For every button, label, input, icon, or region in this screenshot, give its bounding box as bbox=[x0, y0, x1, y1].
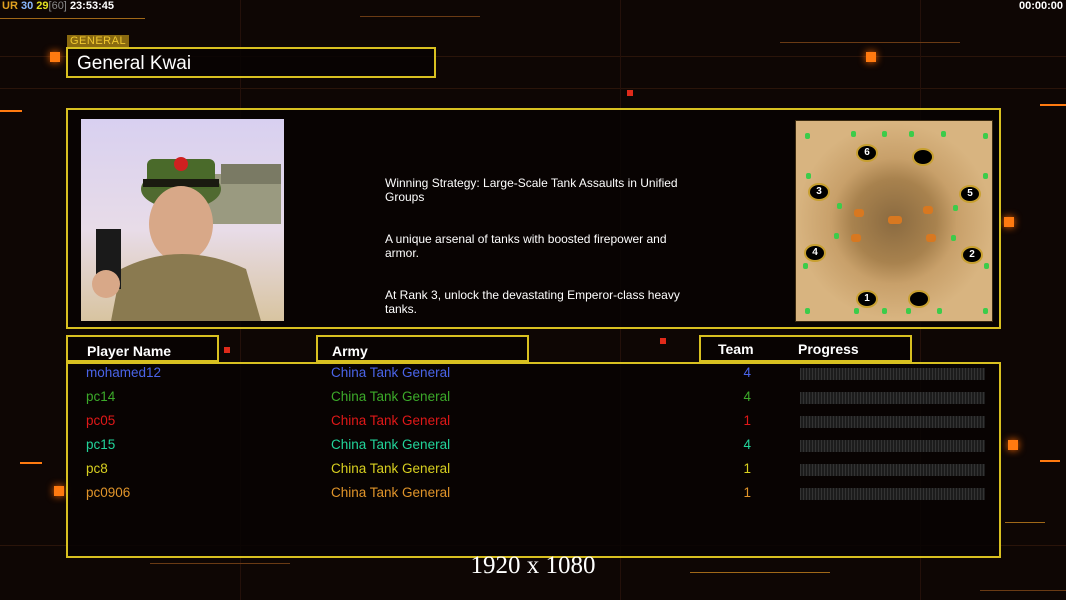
player-army: China Tank General bbox=[331, 485, 451, 500]
player-team: 1 bbox=[743, 413, 751, 428]
player-team: 1 bbox=[743, 485, 751, 500]
player-team: 4 bbox=[743, 365, 751, 380]
player-progress-bar bbox=[800, 392, 985, 404]
player-name: pc15 bbox=[86, 437, 116, 452]
oil-derrick-icon bbox=[851, 234, 861, 242]
map-spawn-empty bbox=[912, 148, 934, 166]
game-timer: 00:00:00 bbox=[1018, 0, 1063, 12]
player-team: 4 bbox=[743, 389, 751, 404]
player-army: China Tank General bbox=[331, 461, 451, 476]
hud-stats: UR 30 29[60] 23:53:45 bbox=[2, 0, 114, 12]
player-name: pc8 bbox=[86, 461, 108, 476]
player-team: 4 bbox=[743, 437, 751, 452]
player-army: China Tank General bbox=[331, 437, 451, 452]
header-army: Army bbox=[316, 335, 529, 362]
description-paragraph: At Rank 3, unlock the devastating Empero… bbox=[385, 288, 680, 316]
player-row: pc14 China Tank General 4 bbox=[0, 389, 1066, 409]
header-player-name-label: Player Name bbox=[87, 343, 172, 359]
player-row: pc8 China Tank General 1 bbox=[0, 461, 1066, 481]
general-description: Winning Strategy: Large-Scale Tank Assau… bbox=[385, 162, 715, 330]
player-army: China Tank General bbox=[331, 365, 451, 380]
map-spawn: 2 bbox=[961, 246, 983, 264]
ur-label: UR bbox=[2, 0, 18, 12]
player-row: pc0906 China Tank General 1 bbox=[0, 485, 1066, 505]
map-preview: 6 3 5 4 2 1 bbox=[795, 120, 993, 322]
general-name-box: General Kwai bbox=[66, 47, 436, 78]
clock: 23:53:45 bbox=[69, 0, 114, 12]
header-team-label: Team bbox=[718, 341, 754, 357]
oil-derrick-icon bbox=[888, 216, 902, 224]
player-progress-bar bbox=[800, 464, 985, 476]
general-section-label: GENERAL bbox=[67, 35, 130, 48]
oil-derrick-icon bbox=[923, 206, 933, 214]
fps-b: 29 bbox=[36, 0, 49, 12]
player-team: 1 bbox=[743, 461, 751, 476]
map-spawn: 5 bbox=[959, 185, 981, 203]
player-name: pc14 bbox=[86, 389, 116, 404]
player-progress-bar bbox=[800, 416, 985, 428]
fps-cap: [60] bbox=[48, 0, 67, 12]
player-army: China Tank General bbox=[331, 389, 451, 404]
map-spawn: 1 bbox=[856, 290, 878, 308]
general-name: General Kwai bbox=[77, 53, 192, 74]
header-progress-label: Progress bbox=[798, 341, 859, 357]
map-spawn-empty bbox=[908, 290, 930, 308]
player-progress-bar bbox=[800, 440, 985, 452]
header-army-label: Army bbox=[332, 343, 368, 359]
header-team-progress: Team Progress bbox=[699, 335, 912, 362]
player-name: pc0906 bbox=[86, 485, 131, 500]
map-spawn: 3 bbox=[808, 183, 830, 201]
player-army: China Tank General bbox=[331, 413, 451, 428]
header-player-name: Player Name bbox=[66, 335, 219, 362]
player-name: pc05 bbox=[86, 413, 116, 428]
description-paragraph: Winning Strategy: Large-Scale Tank Assau… bbox=[385, 176, 678, 204]
resolution-label: 1920 x 1080 bbox=[470, 552, 596, 579]
player-row: mohamed12 China Tank General 4 bbox=[0, 365, 1066, 385]
general-portrait bbox=[81, 119, 284, 321]
player-name: mohamed12 bbox=[86, 365, 162, 380]
description-paragraph: A unique arsenal of tanks with boosted f… bbox=[385, 232, 667, 260]
player-progress-bar bbox=[800, 368, 985, 380]
map-spawn: 6 bbox=[856, 144, 878, 162]
oil-derrick-icon bbox=[854, 209, 864, 217]
general-info-panel: Winning Strategy: Large-Scale Tank Assau… bbox=[66, 108, 1001, 329]
oil-derrick-icon bbox=[926, 234, 936, 242]
fps-a: 30 bbox=[20, 0, 34, 12]
player-row: pc05 China Tank General 1 bbox=[0, 413, 1066, 433]
player-progress-bar bbox=[800, 488, 985, 500]
player-row: pc15 China Tank General 4 bbox=[0, 437, 1066, 457]
map-spawn: 4 bbox=[804, 244, 826, 262]
